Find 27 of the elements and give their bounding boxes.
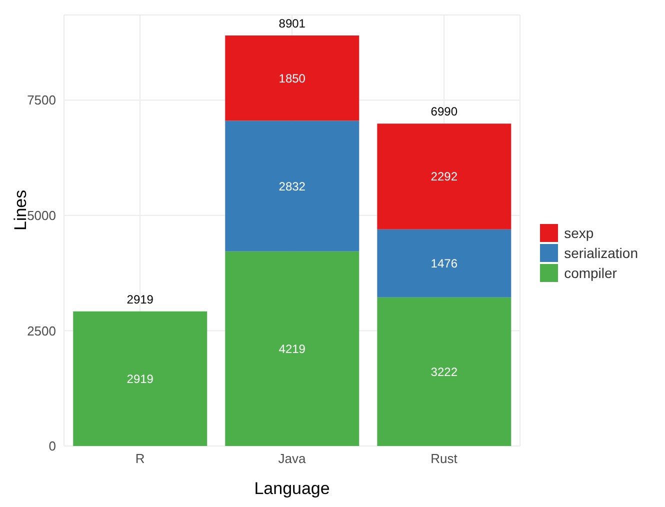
total-label: 8901 [278,16,306,30]
bar [377,229,512,298]
legend-label: compiler [564,265,617,281]
data-label: 1476 [430,256,458,271]
total-label: 2919 [126,292,154,306]
data-label: 4219 [278,342,306,356]
bar [225,120,360,252]
y-tick-label: 2500 [27,323,56,338]
legend-label: sexp [564,225,594,241]
data-label: 2292 [430,170,458,184]
data-label: 3222 [430,364,458,379]
y-tick-label: 7500 [27,92,56,108]
data-label: 1850 [278,71,306,86]
bar [225,251,360,446]
x-tick-label: R [135,451,145,466]
data-label: 2832 [278,179,306,194]
legend-label: serialization [564,245,638,261]
x-axis-title: Language [254,479,330,498]
x-tick-label: Rust [430,451,458,466]
bar [225,35,360,121]
total-label: 6990 [430,104,458,119]
bar [73,311,208,446]
bar [377,297,512,446]
x-tick-label: Java [278,451,307,466]
data-label: 2919 [126,372,154,386]
bar [377,124,512,230]
y-tick-label: 0 [48,438,56,454]
